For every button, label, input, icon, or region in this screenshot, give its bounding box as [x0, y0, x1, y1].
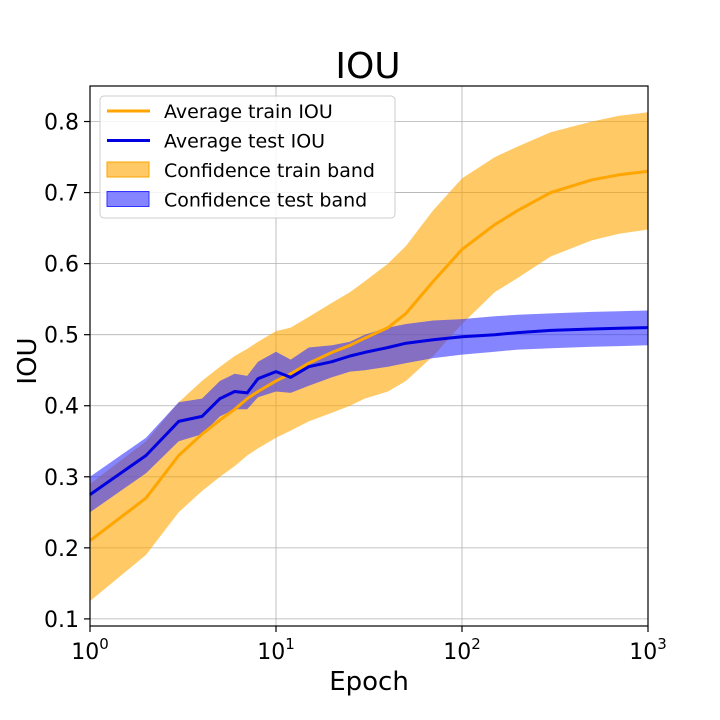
legend-label-3: Confidence test band	[164, 190, 367, 212]
legend-label-0: Average train IOU	[164, 101, 333, 123]
series-lines	[89, 169, 649, 542]
legend-swatch-3	[106, 191, 150, 207]
x-tick-label-2: 102	[443, 635, 481, 665]
legend: Average train IOU Average test IOU Confide…	[99, 95, 396, 219]
x-axis-label: Epoch	[329, 667, 409, 697]
y-tick-label-1: 0.2	[44, 537, 79, 562]
legend-swatch-2	[106, 161, 150, 178]
y-tick-label-4: 0.5	[44, 324, 79, 349]
plot-frame	[89, 85, 649, 627]
x-axis-ticks: 100 101 102 103	[71, 626, 667, 665]
legend-label-2: Confidence train band	[164, 160, 375, 182]
y-tick-label-2: 0.3	[44, 466, 79, 491]
chart-title: IOU	[335, 46, 400, 87]
y-axis-ticks: 0.1 0.2 0.3 0.4 0.5 0.6 0.7 0.8	[44, 111, 90, 633]
x-tick-label-0: 100	[71, 635, 109, 665]
y-tick-label-0: 0.1	[44, 608, 79, 633]
series-line-1	[89, 326, 649, 496]
x-tick-label-3: 103	[629, 635, 667, 665]
x-tick-label-1: 101	[257, 635, 295, 665]
legend-label-1: Average test IOU	[164, 131, 325, 153]
legend-box	[99, 95, 396, 219]
y-tick-label-7: 0.8	[44, 111, 79, 136]
y-tick-label-6: 0.7	[44, 182, 79, 207]
series-line-0	[89, 169, 649, 542]
y-axis-label: IOU	[13, 337, 43, 384]
y-tick-label-3: 0.4	[44, 395, 79, 420]
y-tick-label-5: 0.6	[44, 253, 79, 278]
